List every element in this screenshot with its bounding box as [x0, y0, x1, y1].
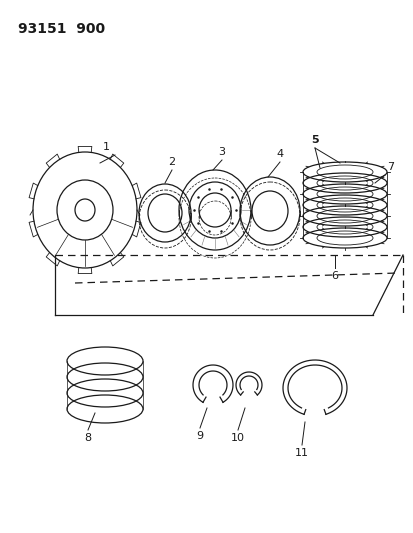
Text: 5: 5 [311, 135, 318, 145]
Text: 11: 11 [294, 448, 308, 458]
Text: 4: 4 [276, 149, 283, 159]
Text: 3: 3 [218, 147, 225, 157]
Text: 6: 6 [331, 271, 338, 281]
Text: 7: 7 [386, 162, 393, 172]
Text: 8: 8 [84, 433, 91, 443]
Text: 10: 10 [230, 433, 244, 443]
Text: 1: 1 [103, 142, 110, 152]
Text: 93151  900: 93151 900 [18, 22, 105, 36]
Text: 2: 2 [168, 157, 175, 167]
Text: 9: 9 [196, 431, 203, 441]
